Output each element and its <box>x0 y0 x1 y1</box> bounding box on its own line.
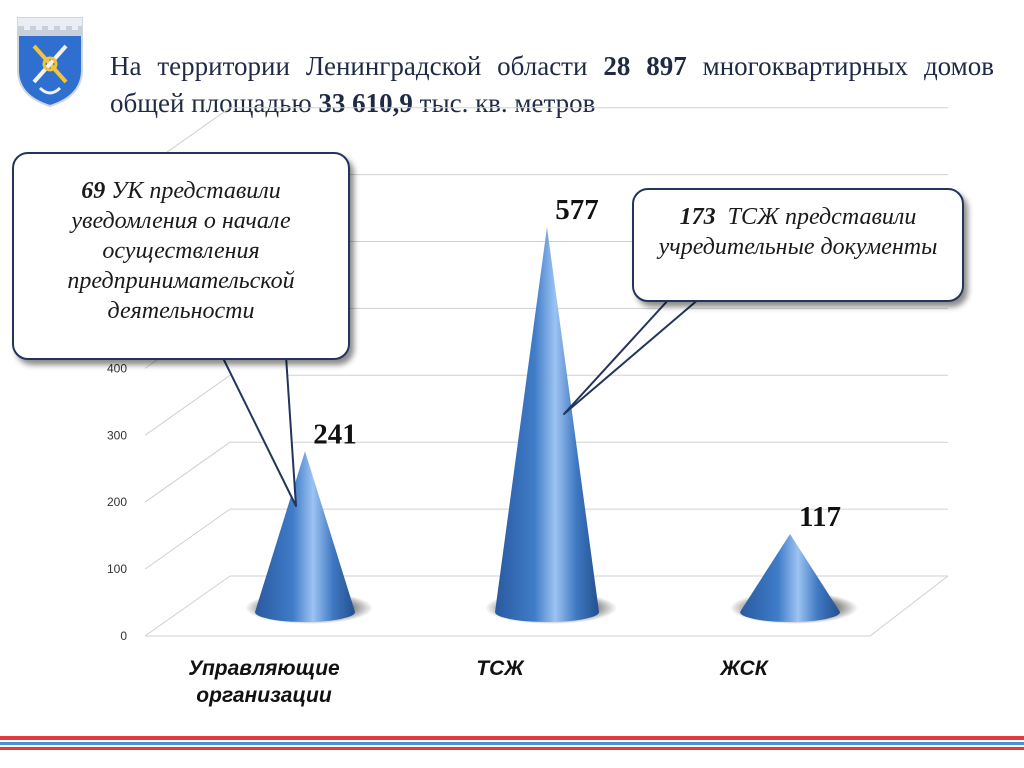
grid-diagonal <box>144 441 231 503</box>
y-tick-label: 0 <box>120 629 127 643</box>
data-label: 117 <box>799 501 841 533</box>
footer-stripe-red <box>0 736 1024 740</box>
floor-right-edge <box>869 575 949 637</box>
footer-stripe-red-2 <box>0 747 1024 750</box>
cone-bar-2 <box>740 533 840 622</box>
grid-diagonal <box>144 575 231 637</box>
category-label: ЖСК <box>719 657 769 680</box>
callout-right-pointer <box>563 297 701 415</box>
coat-of-arms-icon <box>17 17 83 108</box>
cone-bar-0 <box>255 451 355 622</box>
callout-left-pointer <box>221 355 297 507</box>
category-label: ТСЖ <box>476 657 525 680</box>
data-label: 241 <box>313 418 357 450</box>
y-tick-label: 400 <box>107 361 127 375</box>
callout-uk-notifications: 69 УК представили уведомления о начале о… <box>12 152 350 360</box>
category-label: Управляющие <box>188 657 340 680</box>
y-tick-label: 100 <box>107 562 127 576</box>
grid-diagonal <box>144 508 231 570</box>
page-title: На территории Ленинградской области 28 8… <box>110 51 994 118</box>
category-label: организации <box>196 684 332 707</box>
callout-right-text: ТСЖ представили учредительные документы <box>658 204 938 260</box>
grid-diagonal <box>144 374 231 436</box>
footer-stripe-blue <box>0 742 1024 745</box>
callout-tszh-documents: 173 ТСЖ представили учредительные докуме… <box>632 188 964 302</box>
callout-right-number: 173 <box>679 204 716 230</box>
callout-left-text: УК представили уведомления о начале осущ… <box>67 178 295 324</box>
y-tick-label: 300 <box>107 428 127 442</box>
data-label: 577 <box>555 194 599 226</box>
y-tick-label: 200 <box>107 495 127 509</box>
callout-left-number: 69 <box>81 178 106 204</box>
cone-bar-1 <box>495 227 599 623</box>
